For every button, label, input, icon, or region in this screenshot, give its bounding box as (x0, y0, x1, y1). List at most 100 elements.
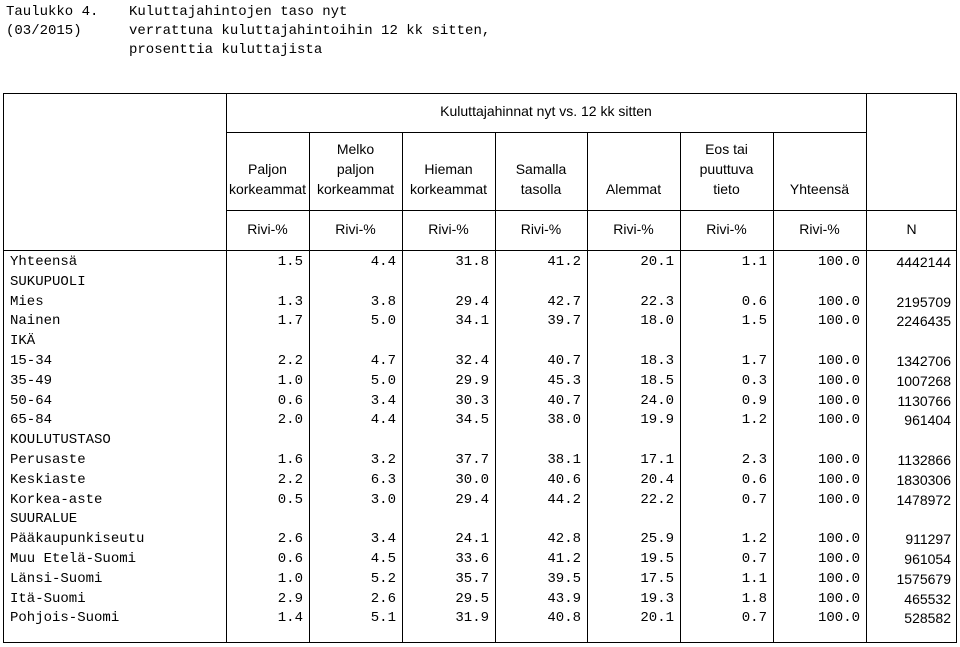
table-cell: 30.0 (455, 471, 489, 488)
table-cell: 29.9 (455, 372, 489, 389)
table-cell: 31.8 (455, 254, 489, 270)
super-header: Kuluttajahinnat nyt vs. 12 kk sitten (440, 103, 652, 119)
table-cell: 18.0 (640, 313, 674, 330)
table-cell: 2.3 (741, 452, 767, 468)
table-cell: 2.9 (277, 590, 303, 607)
column-unit: Rivi-% (520, 221, 562, 237)
table-cell: 3.4 (370, 392, 396, 409)
table-border (3, 93, 4, 643)
column-header: korkeammat (409, 181, 488, 197)
table-cell: 0.6 (741, 293, 767, 310)
table-cell: 100.0 (817, 471, 860, 488)
table-cell: 33.6 (455, 551, 489, 567)
table-cell: 100.0 (817, 353, 860, 369)
table-cell: 100.0 (817, 531, 860, 548)
caption-line: verrattuna kuluttajahintoihin 12 kk sitt… (129, 23, 491, 39)
header-divider (3, 250, 957, 251)
table-cell: 29.4 (455, 293, 489, 310)
table-cell: 1.7 (741, 353, 767, 369)
table-cell: 1.3 (277, 293, 303, 310)
table-cell: 465532 (904, 590, 951, 607)
column-header: korkeammat (228, 181, 307, 197)
column-header: Eos tai (705, 141, 748, 157)
table-cell: 1.2 (741, 531, 767, 548)
table-cell: 22.3 (640, 293, 674, 310)
table-cell: 35.7 (455, 570, 489, 587)
row-label: Pohjois-Suomi (10, 610, 120, 627)
table-cell: 19.3 (640, 590, 674, 607)
column-divider (587, 132, 588, 643)
column-header: paljon (336, 161, 375, 177)
row-label: 50-64 (10, 392, 53, 409)
table-cell: 38.0 (547, 412, 581, 429)
table-border (3, 93, 957, 94)
table-cell: 1132866 (897, 452, 951, 468)
row-label: Yhteensä (10, 254, 78, 270)
table-cell: 100.0 (817, 372, 860, 389)
table-cell: 39.5 (547, 570, 581, 587)
table-cell: 961404 (904, 412, 951, 429)
table-cell: 4.7 (370, 353, 396, 369)
row-label: Perusaste (10, 452, 86, 468)
table-cell: 2.2 (277, 471, 303, 488)
column-header: tasolla (520, 181, 562, 197)
column-header: Alemmat (605, 181, 662, 197)
table-cell: 41.2 (547, 254, 581, 270)
table-cell: 100.0 (817, 491, 860, 508)
table-period: (03/2015) (6, 23, 82, 39)
table-cell: 1830306 (896, 471, 951, 488)
table-cell: 100.0 (817, 254, 860, 270)
table-cell: 1.1 (741, 254, 767, 270)
table-cell: 31.9 (455, 610, 489, 627)
table-cell: 30.3 (455, 392, 489, 409)
column-header: Hieman (424, 161, 473, 177)
table-cell: 43.9 (547, 590, 581, 607)
table-cell: 3.0 (370, 491, 396, 508)
table-cell: 0.9 (741, 392, 767, 409)
table-cell: 32.4 (455, 353, 489, 369)
table-cell: 1342706 (896, 353, 951, 369)
row-label: Pääkaupunkiseutu (10, 531, 145, 548)
table-cell: 100.0 (817, 610, 860, 627)
table-cell: 1.1 (741, 570, 767, 587)
row-label: Mies (10, 293, 44, 310)
table-cell: 41.2 (547, 551, 581, 567)
header-divider (226, 132, 866, 133)
column-header: puuttuva (699, 161, 754, 177)
table-border (3, 642, 957, 643)
table-cell: 4442144 (896, 254, 951, 270)
table-cell: 22.2 (640, 491, 674, 508)
table-cell: 18.3 (640, 353, 674, 369)
table-caption: Kuluttajahintojen taso nyt verrattuna ku… (129, 4, 490, 61)
table-cell: 100.0 (817, 412, 860, 429)
column-unit: Rivi-% (428, 221, 469, 237)
row-label: 15-34 (10, 353, 53, 369)
column-unit: Rivi-% (247, 221, 288, 237)
row-label: Itä-Suomi (10, 590, 86, 607)
table-cell: 1130766 (897, 392, 951, 409)
table-cell: 17.1 (640, 452, 674, 468)
caption-line: prosenttia kuluttajista (129, 42, 323, 58)
table-cell: 0.3 (741, 372, 767, 389)
table-cell: 0.7 (741, 551, 767, 567)
table-cell: 18.5 (640, 372, 674, 389)
table-cell: 29.5 (455, 590, 489, 607)
table-cell: 45.3 (547, 372, 581, 389)
table-cell: 4.4 (370, 412, 396, 429)
table-cell: 2246435 (896, 313, 951, 330)
column-unit: Rivi-% (799, 221, 840, 237)
column-header: korkeammat (316, 181, 395, 197)
table-cell: 100.0 (817, 570, 860, 587)
column-divider (495, 132, 496, 643)
column-unit: Rivi-% (706, 221, 747, 237)
table-cell: 100.0 (817, 313, 860, 330)
table-cell: 39.7 (547, 313, 581, 330)
table-cell: 44.2 (547, 491, 581, 508)
table-cell: 40.7 (547, 353, 581, 369)
data-table: Kuluttajahinnat nyt vs. 12 kk sitten Palj… (3, 93, 957, 643)
table-cell: 100.0 (817, 590, 860, 607)
row-label: SUURALUE (10, 511, 78, 528)
table-cell: 3.4 (370, 531, 396, 548)
column-divider (402, 132, 403, 643)
table-cell: 1.7 (277, 313, 303, 330)
